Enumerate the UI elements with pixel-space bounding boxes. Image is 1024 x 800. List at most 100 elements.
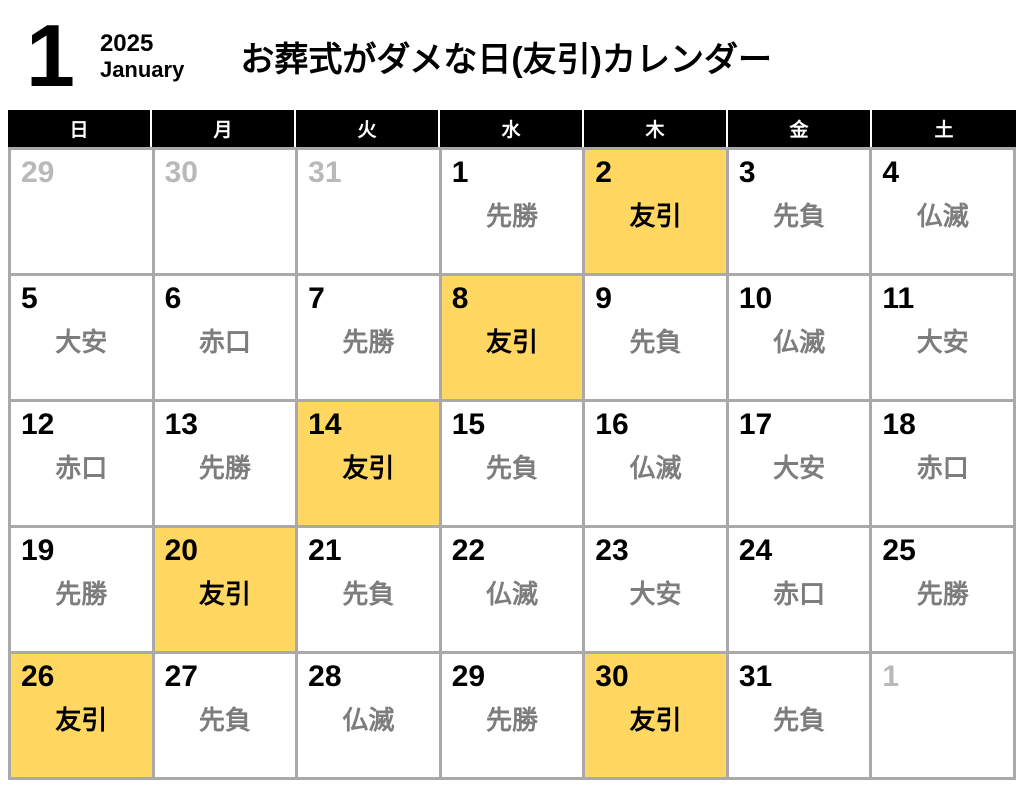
calendar-cell: 7 先勝 [298,276,442,402]
cell-rokuyo: 友引 [11,700,152,737]
calendar-header: 1 2025 January お葬式がダメな日(友引)カレンダー [8,12,1016,110]
calendar-grid: 2930311先勝2友引3先負4仏滅5大安6赤口7先勝8友引9先負10仏滅11大… [8,147,1016,780]
calendar-cell: 31 [298,150,442,276]
cell-date: 7 [308,284,429,314]
calendar-cell: 21 先負 [298,528,442,654]
year-label: 2025 [100,30,184,58]
cell-date: 24 [739,536,860,566]
calendar-cell: 29 先勝 [442,654,586,780]
calendar-cell: 24 赤口 [729,528,873,654]
calendar-cell: 1 先勝 [442,150,586,276]
cell-date: 3 [739,158,860,188]
cell-date: 17 [739,410,860,440]
dow-thu: 木 [584,110,728,147]
dow-tue: 火 [296,110,440,147]
month-number: 1 [26,12,72,100]
cell-date: 18 [882,410,1003,440]
cell-date: 20 [165,536,286,566]
cell-rokuyo: 仏滅 [585,448,726,485]
calendar-cell: 16 仏滅 [585,402,729,528]
cell-date: 25 [882,536,1003,566]
cell-date: 28 [308,662,429,692]
cell-rokuyo: 大安 [729,448,870,485]
cell-date: 5 [21,284,142,314]
cell-date: 6 [165,284,286,314]
cell-date: 21 [308,536,429,566]
cell-rokuyo: 先負 [729,700,870,737]
cell-date: 29 [452,662,573,692]
cell-date: 16 [595,410,716,440]
dow-wed: 水 [440,110,584,147]
calendar-cell: 26 友引 [11,654,155,780]
cell-rokuyo: 友引 [585,196,726,233]
cell-date: 9 [595,284,716,314]
cell-date: 1 [882,662,1003,692]
calendar-cell: 28 仏滅 [298,654,442,780]
calendar-cell: 18赤口 [872,402,1016,528]
calendar-cell: 5大安 [11,276,155,402]
calendar-cell: 4 仏滅 [872,150,1016,276]
cell-date: 13 [165,410,286,440]
calendar-cell: 25 先勝 [872,528,1016,654]
cell-rokuyo: 先負 [155,700,296,737]
cell-rokuyo: 先勝 [155,448,296,485]
cell-rokuyo: 先勝 [872,574,1013,611]
cell-date: 31 [739,662,860,692]
cell-rokuyo: 赤口 [155,322,296,359]
cell-rokuyo: 先勝 [442,196,583,233]
cell-rokuyo: 仏滅 [872,196,1013,233]
year-block: 2025 January [100,30,184,83]
calendar-cell: 8 友引 [442,276,586,402]
calendar-title: お葬式がダメな日(友引)カレンダー [240,32,772,81]
cell-date: 19 [21,536,142,566]
cell-date: 26 [21,662,142,692]
cell-rokuyo: 大安 [585,574,726,611]
calendar-cell: 6 赤口 [155,276,299,402]
cell-date: 30 [595,662,716,692]
cell-rokuyo: 赤口 [11,448,152,485]
cell-rokuyo: 先負 [298,574,439,611]
calendar-cell: 11大安 [872,276,1016,402]
cell-rokuyo: 友引 [442,322,583,359]
cell-date: 1 [452,158,573,188]
cell-date: 31 [308,158,429,188]
cell-rokuyo: 先負 [729,196,870,233]
cell-rokuyo: 仏滅 [442,574,583,611]
calendar-cell: 14友引 [298,402,442,528]
cell-rokuyo: 仏滅 [298,700,439,737]
cell-date: 4 [882,158,1003,188]
calendar-cell: 9 先負 [585,276,729,402]
calendar-cell: 13 先勝 [155,402,299,528]
cell-rokuyo: 先勝 [11,574,152,611]
cell-rokuyo: 友引 [155,574,296,611]
cell-date: 10 [739,284,860,314]
cell-date: 11 [882,284,1003,314]
calendar-cell: 31 先負 [729,654,873,780]
cell-rokuyo: 仏滅 [729,322,870,359]
calendar-cell: 3 先負 [729,150,873,276]
calendar-cell: 17 大安 [729,402,873,528]
calendar-cell: 19 先勝 [11,528,155,654]
calendar-cell: 1 [872,654,1016,780]
calendar-cell: 27先負 [155,654,299,780]
dow-sun: 日 [8,110,152,147]
calendar-cell: 12赤口 [11,402,155,528]
cell-date: 15 [452,410,573,440]
cell-rokuyo: 先勝 [298,322,439,359]
calendar-cell: 30 [155,150,299,276]
cell-date: 30 [165,158,286,188]
dow-mon: 月 [152,110,296,147]
cell-date: 8 [452,284,573,314]
cell-rokuyo: 先負 [442,448,583,485]
cell-rokuyo: 先負 [585,322,726,359]
cell-rokuyo: 友引 [585,700,726,737]
cell-date: 14 [308,410,429,440]
cell-rokuyo: 先勝 [442,700,583,737]
calendar-cell: 22 仏滅 [442,528,586,654]
calendar-cell: 23大安 [585,528,729,654]
cell-date: 22 [452,536,573,566]
calendar-cell: 2 友引 [585,150,729,276]
calendar-cell: 20 友引 [155,528,299,654]
cell-date: 2 [595,158,716,188]
cell-rokuyo: 赤口 [729,574,870,611]
